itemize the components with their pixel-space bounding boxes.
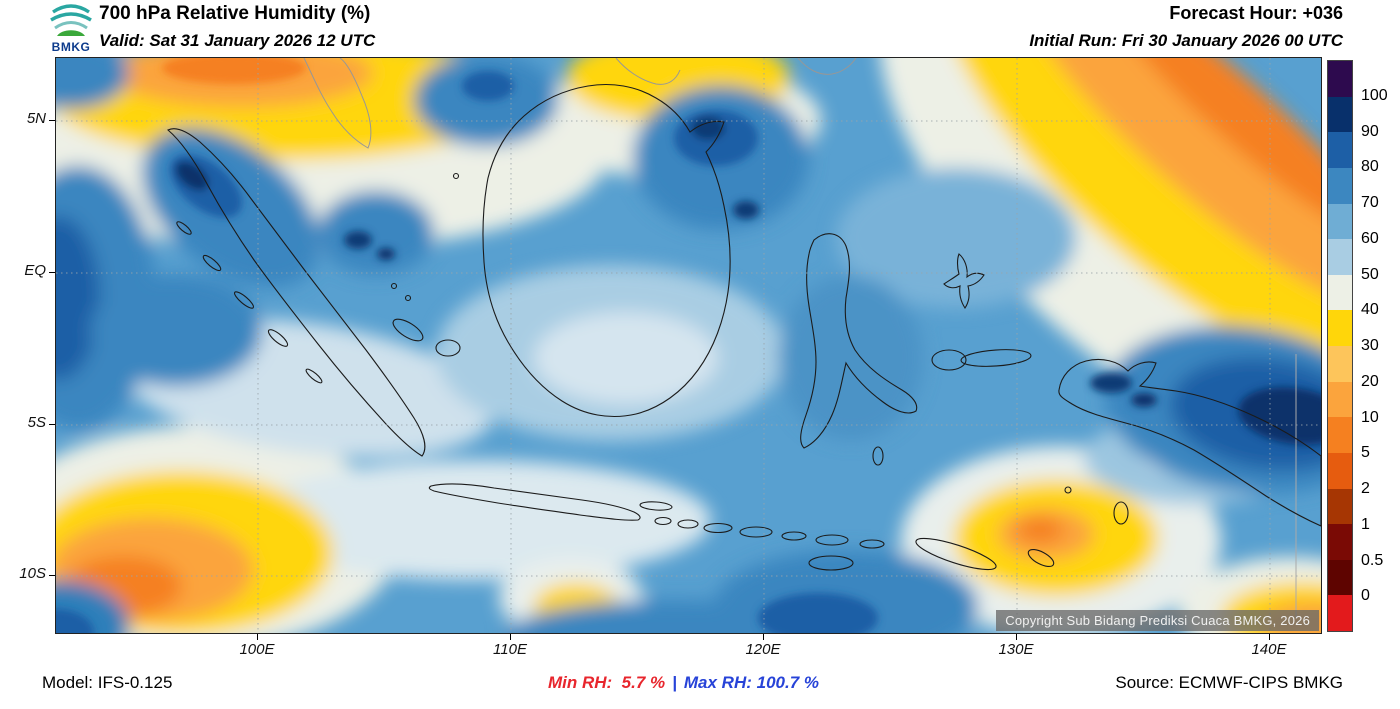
colorbar-segment: [1328, 61, 1352, 97]
bmkg-logo-icon: [50, 4, 92, 36]
page-title: 700 hPa Relative Humidity (%): [99, 3, 371, 24]
model-label: Model: IFS-0.125: [42, 673, 173, 692]
colorbar-segment: [1328, 381, 1352, 418]
y-axis-tick: [49, 424, 55, 425]
colorbar-label: 5: [1361, 444, 1370, 462]
valid-time-label: Valid: Sat 31 January 2026 12 UTC: [99, 31, 376, 50]
colorbar-label: 0.5: [1361, 551, 1384, 569]
y-axis-label: 5S: [27, 414, 46, 431]
colorbar-label: 2: [1361, 480, 1370, 497]
humidity-shading-cores: [56, 58, 1321, 633]
rh-stats: Min RH: 5.7 % | Max RH: 100.7 %: [548, 673, 819, 693]
colorbar-label: 20: [1361, 372, 1379, 390]
source-label: Source: ECMWF-CIPS BMKG: [1115, 673, 1343, 692]
x-axis-label: 130E: [998, 641, 1034, 658]
forecast-hour-label: Forecast Hour: +036: [1169, 3, 1343, 23]
colorbar-segment: [1328, 524, 1352, 560]
colorbar-segment: [1328, 274, 1352, 311]
y-axis-tick: [49, 575, 55, 576]
initial-run-label: Initial Run: Fri 30 January 2026 00 UTC: [1029, 31, 1343, 50]
colorbar-segment: [1328, 96, 1352, 133]
colorbar-label: 0: [1361, 587, 1370, 605]
y-axis-tick: [49, 120, 55, 121]
humidity-field: [56, 58, 1321, 633]
gridlines: [56, 58, 1321, 633]
x-axis-label: 140E: [1251, 641, 1287, 658]
colorbar-label: 70: [1361, 194, 1379, 211]
colorbar: [1327, 60, 1353, 632]
bmkg-logo: BMKG: [44, 1, 98, 56]
x-axis-tick: [510, 634, 511, 640]
x-axis-tick: [1016, 634, 1017, 640]
x-axis-label: 100E: [239, 641, 275, 658]
colorbar-segment: [1328, 488, 1352, 525]
y-axis-label: 5N: [26, 110, 46, 127]
colorbar-segment: [1328, 595, 1352, 631]
x-axis-label: 110E: [493, 641, 527, 658]
colorbar-segment: [1328, 239, 1352, 275]
humidity-shading: [56, 58, 1321, 633]
min-rh-label: Min RH: 5.7 %: [548, 673, 666, 692]
x-axis-label: 120E: [745, 641, 781, 658]
x-axis-tick: [257, 634, 258, 640]
colorbar-segment: [1328, 452, 1352, 489]
coastlines: [167, 83, 1321, 571]
y-axis-tick: [49, 272, 55, 273]
colorbar-label: 100: [1361, 86, 1388, 104]
colorbar-segment: [1328, 132, 1352, 168]
y-axis-label: 10S: [19, 565, 46, 582]
colorbar-label: 50: [1361, 265, 1379, 283]
colorbar-label: 80: [1361, 158, 1379, 176]
max-rh-label: Max RH: 100.7 %: [683, 673, 820, 692]
colorbar-segment: [1328, 203, 1352, 240]
x-axis-tick: [763, 634, 764, 640]
x-axis-tick: [1269, 634, 1270, 640]
colorbar-label: 40: [1361, 301, 1379, 319]
copyright-overlay: Copyright Sub Bidang Prediksi Cuaca BMKG…: [996, 610, 1319, 631]
colorbar-segment: [1328, 310, 1352, 346]
rh-separator: |: [672, 673, 677, 692]
colorbar-segment: [1328, 346, 1352, 382]
colorbar-labels: 100 90 80 70 60 50 40 30 20 10 5 2 1 0.5 0: [1361, 60, 1400, 632]
colorbar-label: 90: [1361, 122, 1379, 140]
colorbar-label: 10: [1361, 408, 1379, 426]
colorbar-segment: [1328, 167, 1352, 204]
map-canvas: Copyright Sub Bidang Prediksi Cuaca BMKG…: [55, 57, 1322, 634]
colorbar-label: 30: [1361, 337, 1379, 354]
bmkg-logo-text: BMKG: [51, 40, 91, 54]
colorbar-segment: [1328, 417, 1352, 453]
colorbar-segment: [1328, 559, 1352, 596]
colorbar-label: 1: [1361, 515, 1370, 533]
foreign-coastlines: [303, 58, 1297, 618]
colorbar-label: 60: [1361, 229, 1379, 247]
y-axis-label: EQ: [24, 262, 46, 279]
